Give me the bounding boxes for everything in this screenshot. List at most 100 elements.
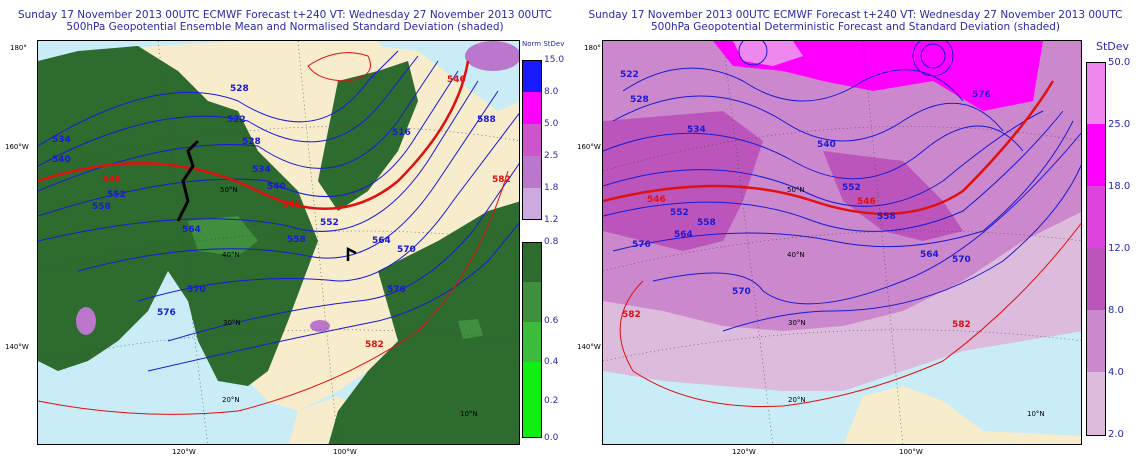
contour-line [603, 125, 1024, 180]
colorbar-tick: 0.4 [544, 357, 559, 367]
colorbar-tick: 8.0 [1108, 305, 1124, 316]
deterministic-panel: Sunday 17 November 2013 00UTC ECMWF Fore… [572, 0, 1139, 466]
spread-dark-region-east [823, 151, 963, 241]
lon-label-160w: 160°W [5, 143, 29, 151]
lat-label-50n: 50°N [787, 186, 805, 194]
trough-marker-east [346, 246, 357, 261]
contour-line [137, 112, 519, 302]
lon-label-120w: 120°W [732, 448, 756, 456]
lon-label-140w: 140°W [5, 343, 29, 351]
lat-label-20n: 20°N [222, 396, 240, 404]
colorbar-tick: 0.6 [544, 316, 559, 326]
contour-line [38, 50, 399, 147]
spread-dark-region [603, 111, 763, 251]
spread-patch-mexico [310, 320, 330, 332]
colorbar-swatch [522, 362, 542, 438]
central-america-land [843, 386, 1081, 444]
contour-line [603, 110, 1044, 207]
colorbar-tick: 1.2 [544, 215, 559, 225]
right-map [602, 40, 1082, 445]
lon-label-180: 180° [584, 44, 601, 52]
left-title-line2: 500hPa Geopotential Ensemble Mean and No… [66, 21, 504, 33]
colorbar-tick: 0.2 [544, 396, 559, 406]
ensemble-mean-panel: Sunday 17 November 2013 00UTC ECMWF Fore… [5, 9, 570, 456]
colorbar-swatch [1086, 372, 1106, 436]
lat-label-10n: 10°N [1027, 410, 1045, 418]
left-map [37, 40, 520, 445]
contour-line [38, 70, 459, 217]
colorbar-tick: 5.0 [544, 119, 559, 129]
lon-label-140w: 140°W [577, 343, 601, 351]
lat-label-40n: 40°N [787, 251, 805, 259]
lat-label-40n: 40°N [222, 251, 240, 259]
green-patch-gulf [458, 319, 483, 339]
colorbar-tick: 2.0 [1108, 429, 1124, 440]
contour-line [603, 110, 1064, 232]
left-colorbar: Norm StDev 15.0 8.0 5.0 2.5 1.8 1.2 0.8 … [522, 40, 570, 445]
left-map-svg [38, 41, 519, 444]
contour-line [167, 163, 519, 342]
right-map-svg [603, 41, 1081, 444]
low-center-ring [920, 43, 946, 69]
contour-line [612, 120, 1074, 252]
lon-label-100w: 100°W [333, 448, 357, 456]
colorbar-tick: 18.0 [1108, 181, 1131, 192]
right-colorbar: StDev 50.0 25.0 18.0 12.0 8.0 4.0 2.0 [1086, 40, 1139, 445]
lat-label-30n: 30°N [788, 319, 806, 327]
colorbar-tick: 0.8 [544, 237, 559, 247]
spread-patch-pacific [76, 307, 96, 335]
contour-546-thick [603, 80, 1055, 216]
lon-label-120w: 120°W [172, 448, 196, 456]
colorbar-tick: 1.8 [544, 183, 559, 193]
colorbar-tick: 2.5 [544, 151, 559, 161]
contour-line [38, 80, 479, 242]
lon-label-160w: 160°W [577, 143, 601, 151]
green-region-atlantic [328, 201, 519, 444]
colorbar-tick: 50.0 [1108, 57, 1131, 68]
low-center-ring [738, 41, 768, 66]
green-region-northeast [318, 61, 418, 211]
contour-line [612, 95, 1004, 142]
green-patch-mid [188, 216, 258, 256]
colorbar-swatch [522, 92, 542, 124]
contour-546-thick [38, 60, 470, 211]
colorbar-tick: 0.0 [544, 433, 559, 443]
contour-line [38, 55, 419, 167]
colorbar-swatch [1086, 310, 1106, 372]
colorbar-swatch [522, 282, 542, 322]
colorbar-tick: 8.0 [544, 87, 559, 97]
contour-line [622, 67, 964, 102]
contour-line [77, 90, 499, 272]
colorbar-tick: 4.0 [1108, 367, 1124, 378]
low-center-ring [912, 41, 954, 77]
colorbar-swatch [522, 156, 542, 188]
colorbar-tick: 15.0 [544, 55, 565, 65]
colorbar-tick: 25.0 [1108, 119, 1131, 130]
lon-label-180: 180° [10, 44, 27, 52]
left-title-line1: Sunday 17 November 2013 00UTC ECMWF Fore… [17, 9, 553, 21]
contour-582 [38, 170, 509, 415]
colorbar-swatch [522, 322, 542, 362]
left-colorbar-title: Norm StDev [522, 40, 565, 48]
contour-line [722, 164, 1081, 332]
right-colorbar-title: StDev [1096, 40, 1130, 53]
contour-northeast-loop [307, 52, 371, 82]
colorbar-swatch [1086, 124, 1106, 186]
green-region-alaska-canada [38, 46, 318, 386]
trough-marker-west [176, 139, 200, 222]
right-title-line2: 500hPa Geopotential Deterministic Foreca… [650, 21, 1061, 33]
spread-max-arctic-inner [733, 41, 803, 66]
colorbar-swatch [522, 124, 542, 156]
contour-line [652, 132, 1081, 305]
contour-582 [619, 222, 1081, 408]
lat-label-10n: 10°N [460, 410, 478, 418]
colorbar-swatch [522, 188, 542, 220]
colorbar-swatch [522, 242, 542, 282]
colorbar-tick: 12.0 [1108, 243, 1131, 254]
right-title-line1: Sunday 17 November 2013 00UTC ECMWF Fore… [588, 9, 1123, 21]
colorbar-swatch [1086, 62, 1106, 124]
lat-label-50n: 50°N [220, 186, 238, 194]
colorbar-swatch [1086, 248, 1106, 310]
colorbar-swatch [522, 60, 542, 92]
colorbar-swatch [1086, 186, 1106, 248]
